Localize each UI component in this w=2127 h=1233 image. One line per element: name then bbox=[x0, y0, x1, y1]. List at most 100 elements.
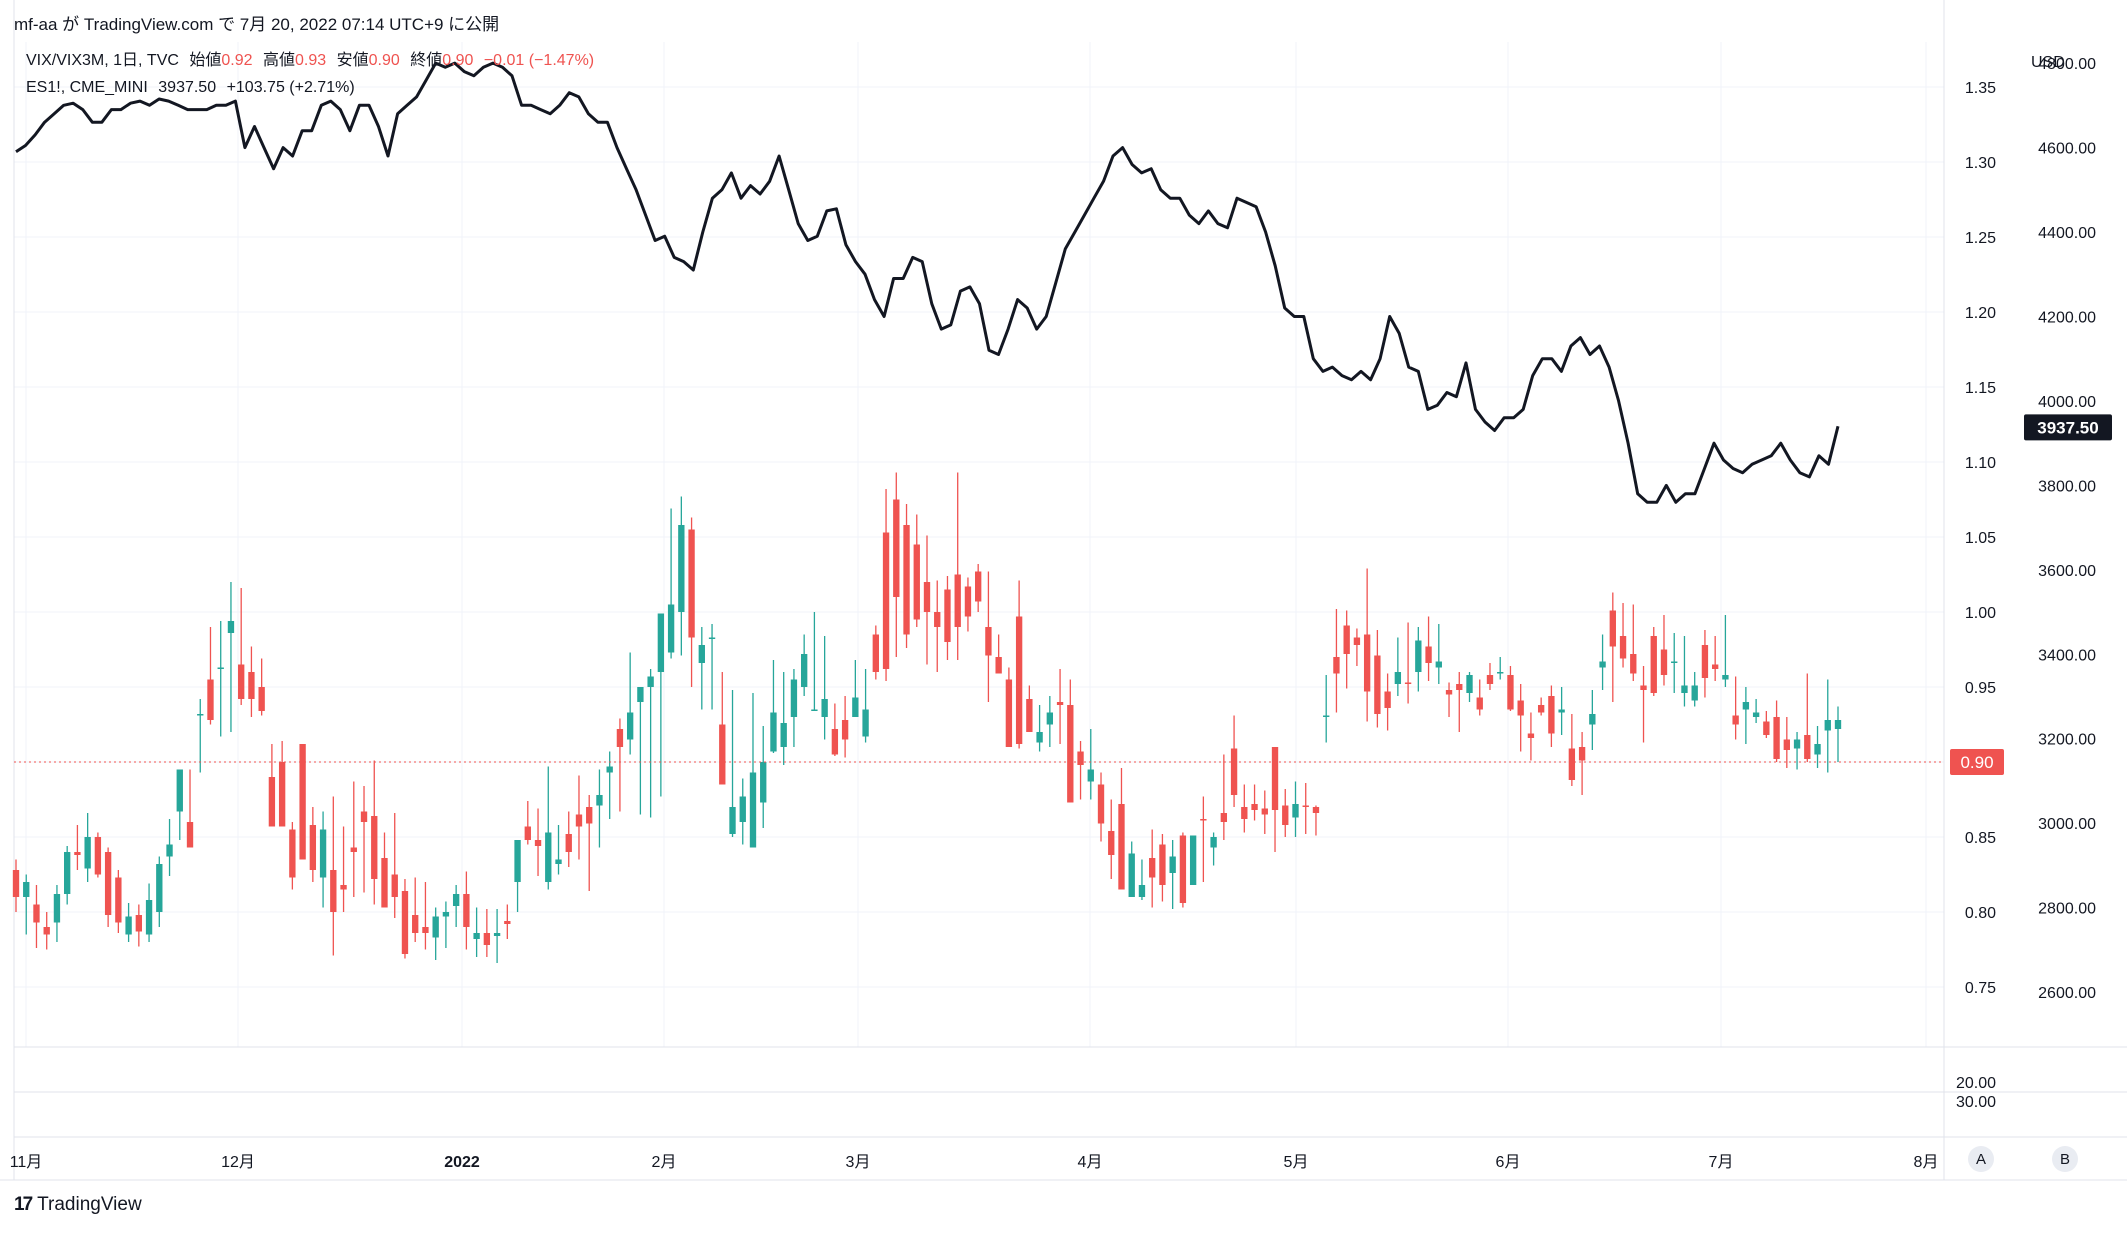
candle bbox=[831, 703, 839, 756]
candle bbox=[565, 811, 572, 867]
candle bbox=[1323, 675, 1330, 743]
candle-body bbox=[1814, 744, 1821, 755]
candle-body bbox=[1537, 705, 1545, 713]
main-symbol[interactable]: VIX/VIX3M, 1日, TVC bbox=[26, 52, 179, 69]
publish-info: mf-aa が TradingView.com で 7月 20, 2022 07… bbox=[14, 15, 500, 34]
candle bbox=[719, 672, 726, 785]
candle bbox=[729, 690, 736, 837]
sub-axis-tick: 20.00 bbox=[1956, 1075, 1996, 1092]
candle bbox=[1701, 630, 1709, 698]
scale-b-button[interactable]: B bbox=[2052, 1146, 2078, 1172]
candle-body bbox=[299, 744, 306, 860]
candle-body bbox=[1732, 715, 1739, 725]
candle bbox=[1527, 712, 1535, 761]
main-series-legend[interactable]: VIX/VIX3M, 1日, TVC 始値0.92 高値0.93 安値0.90 … bbox=[26, 50, 600, 72]
candle bbox=[1241, 784, 1248, 833]
candle bbox=[1650, 627, 1657, 696]
left-price-axis[interactable]: 1.351.301.251.201.151.101.051.000.950.90… bbox=[1965, 80, 1996, 997]
candle bbox=[1353, 628, 1361, 666]
candle bbox=[289, 822, 296, 890]
close-label: 終値 bbox=[410, 52, 443, 69]
overlay-change: +103.75 (+2.71%) bbox=[226, 79, 355, 96]
candle bbox=[1097, 772, 1105, 842]
overlay-series-legend[interactable]: ES1!, CME_MINI 3937.50 +103.75 (+2.71%) bbox=[26, 77, 361, 99]
candle bbox=[1435, 624, 1442, 684]
right-price-axis[interactable]: 4800.00 4600.00 4400.00 4200.00 4000.00 3800.… bbox=[2038, 56, 2096, 1002]
candle bbox=[145, 883, 153, 942]
left-current-badge: 0.90 bbox=[1950, 749, 2004, 775]
candle-body bbox=[1015, 616, 1023, 744]
candle bbox=[268, 744, 276, 827]
candle-body bbox=[586, 807, 593, 824]
candle-body bbox=[176, 769, 183, 812]
candle-body bbox=[360, 811, 368, 822]
scale-auto-button[interactable]: A bbox=[1968, 1146, 1994, 1172]
candle-body bbox=[371, 816, 378, 879]
candle bbox=[1261, 790, 1268, 834]
left-axis-tick: 0.80 bbox=[1965, 905, 1996, 922]
overlay-symbol[interactable]: ES1!, CME_MINI bbox=[26, 79, 148, 96]
candle-body bbox=[1445, 690, 1453, 695]
candle-body bbox=[1435, 661, 1442, 668]
candle bbox=[882, 489, 890, 681]
candle-body bbox=[1363, 634, 1371, 692]
candle-body bbox=[667, 604, 675, 653]
candle bbox=[1333, 609, 1340, 713]
candle bbox=[1793, 732, 1801, 770]
candle-body bbox=[145, 900, 153, 935]
candle-body bbox=[1394, 672, 1402, 684]
high-label: 高値 bbox=[263, 52, 296, 69]
candle-body bbox=[565, 834, 572, 852]
sub-pane-axis: 20.00 30.00 bbox=[1956, 1075, 1996, 1111]
open-value: 0.92 bbox=[221, 52, 253, 69]
candle bbox=[1312, 805, 1320, 836]
left-axis-tick: 0.85 bbox=[1965, 830, 1996, 847]
candle bbox=[1200, 796, 1207, 882]
candle-body bbox=[1558, 709, 1565, 713]
candle-body bbox=[1149, 858, 1156, 878]
candle bbox=[104, 847, 112, 927]
candle bbox=[135, 904, 143, 947]
right-axis-tick: 2800.00 bbox=[2038, 901, 2096, 918]
candle-body bbox=[330, 870, 337, 912]
candle-body bbox=[463, 894, 470, 927]
candle-body bbox=[1507, 675, 1514, 710]
candle bbox=[12, 859, 20, 912]
left-axis-tick: 1.00 bbox=[1965, 605, 1996, 622]
candle bbox=[319, 811, 327, 908]
candle bbox=[1834, 706, 1842, 762]
candle-body bbox=[637, 687, 644, 702]
candle-body bbox=[534, 840, 542, 846]
tradingview-brand[interactable]: 17 TradingView bbox=[14, 1194, 142, 1216]
time-axis[interactable]: 11月 12月 2022 2月 3月 4月 5月 6月 7月 8月 bbox=[10, 1154, 1939, 1171]
candle-body bbox=[1230, 748, 1238, 795]
candle bbox=[780, 672, 787, 765]
candle-body bbox=[903, 525, 910, 635]
left-current-value: 0.90 bbox=[1960, 753, 1993, 772]
time-axis-label: 11月 bbox=[10, 1154, 43, 1171]
grid-lines bbox=[14, 42, 1944, 1047]
candle bbox=[1149, 829, 1156, 908]
candle-body bbox=[1589, 714, 1596, 725]
candle-body bbox=[1056, 702, 1064, 705]
candle-body bbox=[350, 847, 357, 852]
candle bbox=[1517, 684, 1524, 752]
left-axis-tick: 1.10 bbox=[1965, 455, 1996, 472]
candle bbox=[1456, 672, 1463, 732]
candle bbox=[975, 564, 982, 612]
candle-body bbox=[1302, 805, 1309, 807]
candle-body bbox=[53, 894, 61, 923]
candle bbox=[1476, 679, 1483, 716]
candle bbox=[381, 832, 388, 908]
candle bbox=[1466, 672, 1473, 702]
candle bbox=[1671, 633, 1678, 693]
candle-body bbox=[1834, 720, 1842, 729]
candle bbox=[1108, 799, 1115, 879]
candle-body bbox=[1630, 654, 1637, 674]
candle bbox=[1271, 747, 1279, 852]
candle-body bbox=[975, 571, 982, 602]
candle-body bbox=[1179, 835, 1187, 903]
candle-body bbox=[1343, 625, 1350, 654]
left-axis-tick: 1.15 bbox=[1965, 380, 1996, 397]
